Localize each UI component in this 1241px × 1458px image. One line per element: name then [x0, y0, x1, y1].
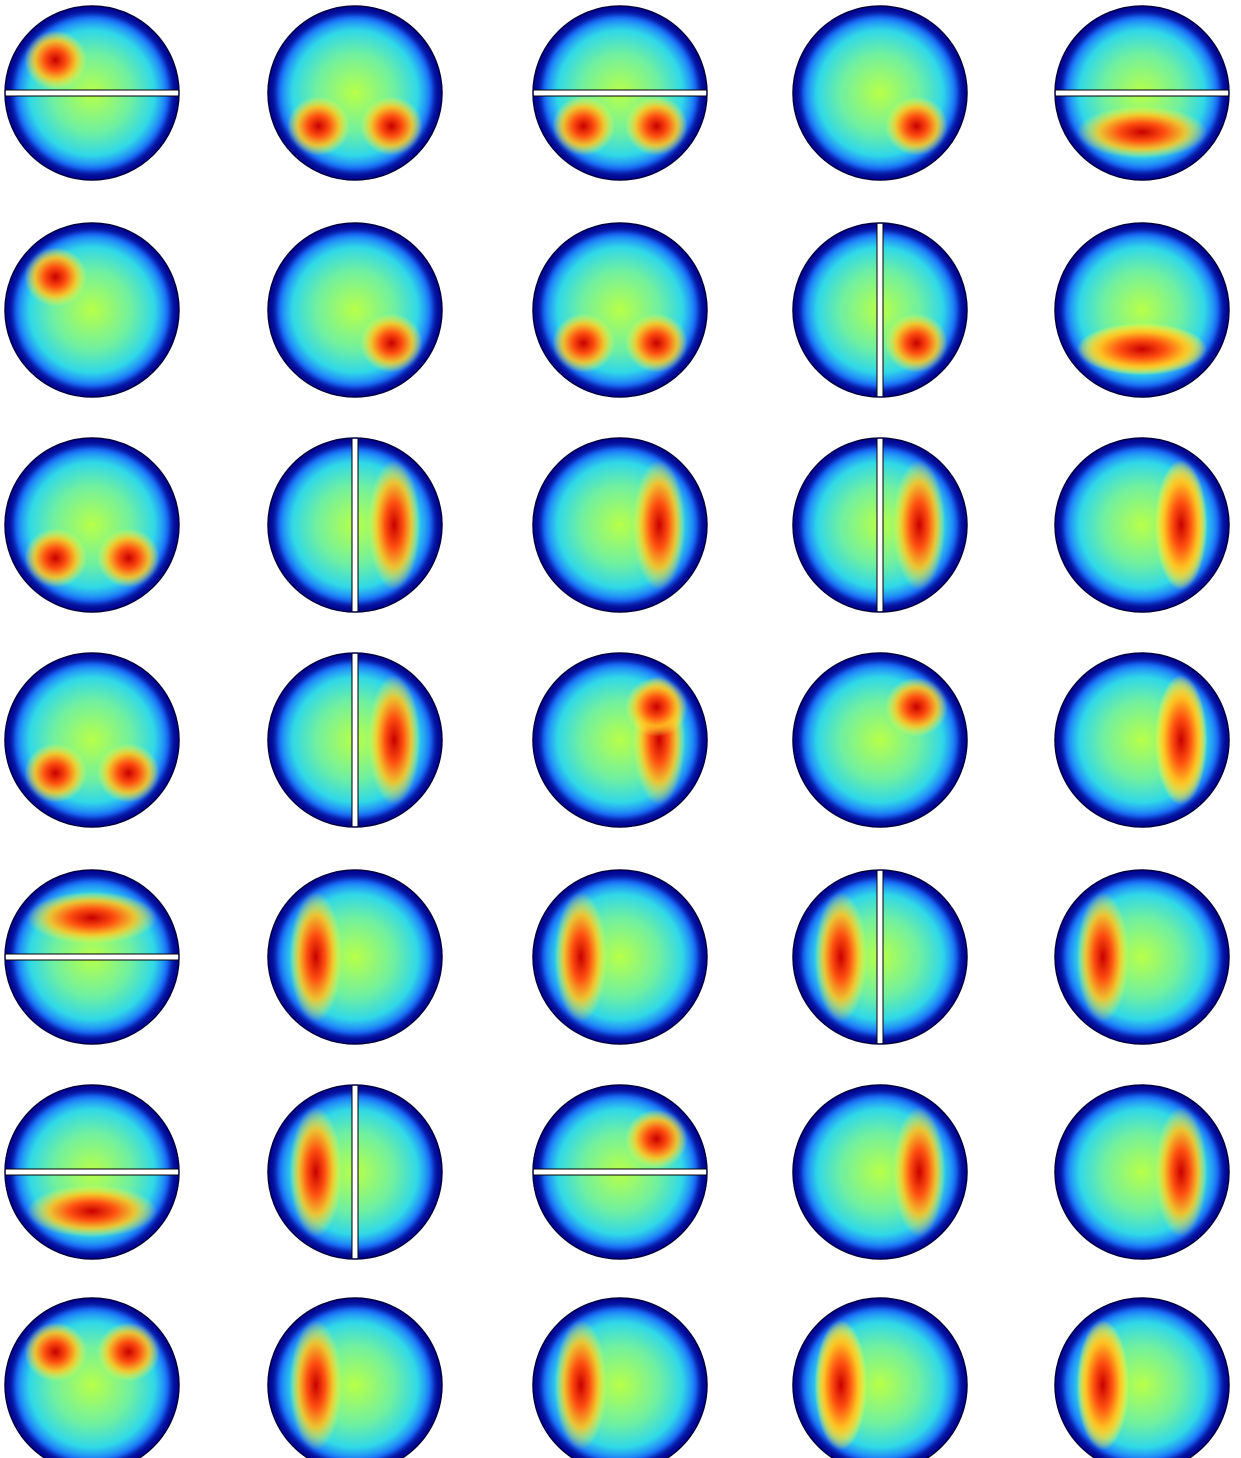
hot-region [24, 30, 87, 89]
hot-region [97, 528, 160, 587]
panel [793, 1085, 967, 1259]
panel [533, 870, 707, 1044]
panel [268, 870, 442, 1044]
plate [533, 90, 707, 96]
plate [877, 223, 883, 397]
hot-region [815, 1320, 867, 1451]
plate [1055, 90, 1229, 96]
panel [1055, 223, 1229, 397]
plate [533, 1169, 707, 1175]
plate [877, 438, 883, 612]
panel [1055, 653, 1229, 827]
panel [793, 653, 967, 827]
plate [5, 954, 179, 960]
panel [533, 653, 707, 827]
hot-region [24, 528, 87, 587]
figure [0, 0, 1241, 1458]
panel [5, 6, 179, 180]
hot-region [1077, 106, 1208, 158]
panel [268, 653, 442, 827]
hot-region [24, 743, 87, 802]
hot-region [885, 96, 948, 155]
hot-region [552, 313, 615, 372]
hot-region [97, 743, 160, 802]
hot-region [885, 677, 948, 736]
hot-region [1077, 1320, 1129, 1451]
panel [1055, 870, 1229, 1044]
panel [533, 223, 707, 397]
hot-region [1155, 1107, 1207, 1238]
hot-region [885, 313, 948, 372]
panel [1055, 6, 1229, 180]
hot-region [552, 96, 615, 155]
panel [268, 438, 442, 612]
hot-region [625, 1109, 688, 1168]
hot-region [625, 313, 688, 372]
panel [5, 653, 179, 827]
hot-region [24, 247, 87, 306]
panel [793, 223, 967, 397]
plate [352, 438, 358, 612]
hot-region [1155, 460, 1207, 591]
hot-region [360, 96, 423, 155]
hot-region [1077, 323, 1208, 375]
panel [268, 223, 442, 397]
panel [533, 6, 707, 180]
hot-region [24, 1322, 87, 1381]
hot-region [1155, 675, 1207, 806]
plate [352, 1085, 358, 1259]
plate [5, 90, 179, 96]
panel [793, 870, 967, 1044]
plate [877, 870, 883, 1044]
panel [1055, 438, 1229, 612]
panel [793, 6, 967, 180]
hot-region [287, 96, 350, 155]
panel [268, 1085, 442, 1259]
hot-region [360, 313, 423, 372]
page: (() => { const data = JSON.parse(documen… [0, 0, 1241, 1458]
panel [5, 870, 179, 1044]
hot-region [1077, 892, 1129, 1023]
plate [352, 653, 358, 827]
panel [5, 438, 179, 612]
panel [793, 438, 967, 612]
panel [533, 1085, 707, 1259]
panel [5, 223, 179, 397]
panel [5, 1085, 179, 1259]
hot-region [625, 96, 688, 155]
panel [1055, 1085, 1229, 1259]
panel [268, 6, 442, 180]
panel [533, 438, 707, 612]
plate [5, 1169, 179, 1175]
hot-region [97, 1322, 160, 1381]
hot-region [625, 677, 688, 736]
